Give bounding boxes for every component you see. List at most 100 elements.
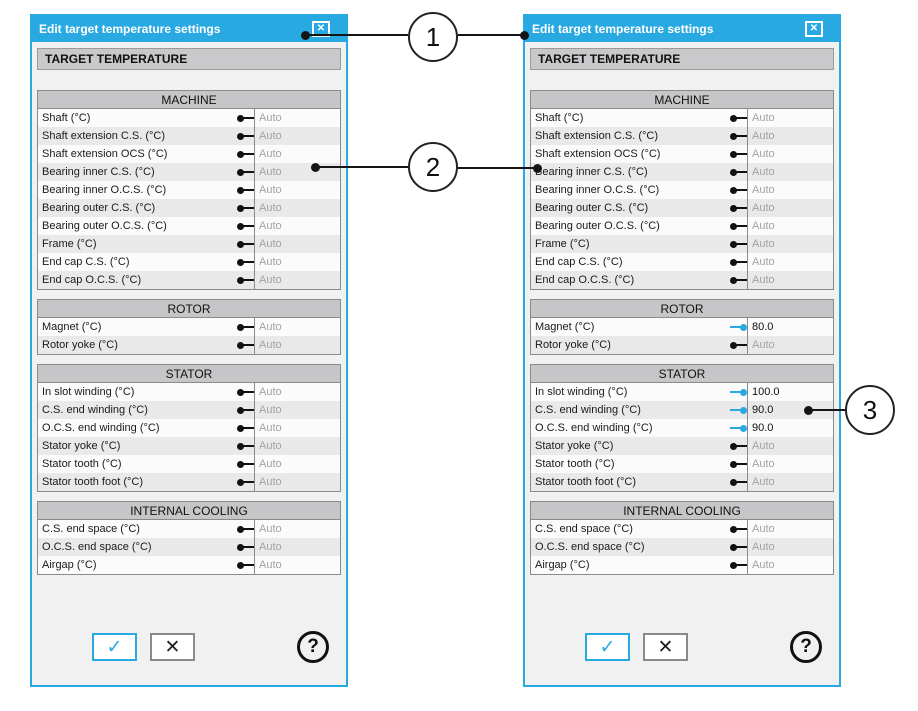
- auto-manual-toggle-icon[interactable]: [237, 276, 254, 285]
- row-label: C.S. end winding (°C): [535, 404, 641, 416]
- auto-manual-toggle-icon[interactable]: [237, 222, 254, 231]
- auto-manual-toggle-icon[interactable]: [730, 323, 747, 332]
- auto-manual-toggle-icon[interactable]: [237, 442, 254, 451]
- row-label: Stator tooth (°C): [535, 458, 615, 470]
- auto-manual-toggle-icon[interactable]: [237, 258, 254, 267]
- auto-manual-toggle-icon[interactable]: [237, 204, 254, 213]
- value-field[interactable]: Auto: [254, 538, 340, 556]
- value-field[interactable]: Auto: [747, 455, 833, 473]
- value-field[interactable]: Auto: [254, 145, 340, 163]
- value-field[interactable]: Auto: [254, 127, 340, 145]
- auto-manual-toggle-icon[interactable]: [730, 204, 747, 213]
- value-field[interactable]: Auto: [254, 253, 340, 271]
- auto-manual-toggle-icon[interactable]: [237, 114, 254, 123]
- value-field[interactable]: Auto: [747, 109, 833, 127]
- table-row: Stator tooth foot (°C) Auto: [531, 473, 833, 491]
- auto-manual-toggle-icon[interactable]: [237, 132, 254, 141]
- value-field[interactable]: Auto: [254, 336, 340, 354]
- auto-manual-toggle-icon[interactable]: [730, 525, 747, 534]
- auto-manual-toggle-icon[interactable]: [730, 276, 747, 285]
- value-field[interactable]: Auto: [747, 556, 833, 574]
- auto-manual-toggle-icon[interactable]: [237, 543, 254, 552]
- value-field[interactable]: Auto: [254, 401, 340, 419]
- value-field[interactable]: Auto: [254, 556, 340, 574]
- value-field[interactable]: Auto: [254, 520, 340, 538]
- auto-manual-toggle-icon[interactable]: [237, 478, 254, 487]
- row-label: End cap O.C.S. (°C): [42, 274, 142, 286]
- auto-manual-toggle-icon[interactable]: [730, 406, 747, 415]
- value-field[interactable]: Auto: [747, 520, 833, 538]
- auto-manual-toggle-icon[interactable]: [237, 406, 254, 415]
- value-field[interactable]: 80.0: [747, 318, 833, 336]
- auto-manual-toggle-icon[interactable]: [730, 478, 747, 487]
- value-field[interactable]: Auto: [254, 235, 340, 253]
- cancel-button[interactable]: ✕: [643, 633, 688, 661]
- value-field[interactable]: 90.0: [747, 419, 833, 437]
- value-field[interactable]: Auto: [254, 217, 340, 235]
- value-field[interactable]: Auto: [747, 163, 833, 181]
- auto-manual-toggle-icon[interactable]: [730, 186, 747, 195]
- value-field[interactable]: Auto: [254, 163, 340, 181]
- value-field[interactable]: 90.0: [747, 401, 833, 419]
- auto-manual-toggle-icon[interactable]: [237, 561, 254, 570]
- auto-manual-toggle-icon[interactable]: [237, 323, 254, 332]
- value-field[interactable]: Auto: [254, 318, 340, 336]
- auto-manual-toggle-icon[interactable]: [730, 168, 747, 177]
- value-field[interactable]: Auto: [747, 538, 833, 556]
- value-field[interactable]: Auto: [747, 271, 833, 289]
- value-field[interactable]: Auto: [747, 253, 833, 271]
- auto-manual-toggle-icon[interactable]: [237, 388, 254, 397]
- auto-manual-toggle-icon[interactable]: [730, 460, 747, 469]
- auto-manual-toggle-icon[interactable]: [237, 525, 254, 534]
- value-field[interactable]: Auto: [254, 473, 340, 491]
- auto-manual-toggle-icon[interactable]: [730, 222, 747, 231]
- auto-manual-toggle-icon[interactable]: [730, 388, 747, 397]
- value-field[interactable]: Auto: [747, 217, 833, 235]
- help-button[interactable]: ?: [790, 631, 822, 663]
- auto-manual-toggle-icon[interactable]: [730, 132, 747, 141]
- ok-button[interactable]: ✓: [585, 633, 630, 661]
- value-field[interactable]: Auto: [254, 199, 340, 217]
- ok-button[interactable]: ✓: [92, 633, 137, 661]
- close-button[interactable]: ✕: [312, 21, 330, 37]
- cancel-button[interactable]: ✕: [150, 633, 195, 661]
- value-field[interactable]: Auto: [254, 419, 340, 437]
- auto-manual-toggle-icon[interactable]: [730, 114, 747, 123]
- value-field[interactable]: Auto: [254, 181, 340, 199]
- auto-manual-toggle-icon[interactable]: [730, 561, 747, 570]
- auto-manual-toggle-icon[interactable]: [730, 543, 747, 552]
- value-field[interactable]: Auto: [747, 181, 833, 199]
- value-field[interactable]: Auto: [747, 437, 833, 455]
- auto-manual-toggle-icon[interactable]: [237, 460, 254, 469]
- auto-manual-toggle-icon[interactable]: [730, 258, 747, 267]
- auto-manual-toggle-icon[interactable]: [237, 341, 254, 350]
- row-label: C.S. end space (°C): [42, 523, 140, 535]
- row-label: End cap C.S. (°C): [42, 256, 130, 268]
- auto-manual-toggle-icon[interactable]: [237, 168, 254, 177]
- value-field[interactable]: Auto: [747, 336, 833, 354]
- value-field[interactable]: Auto: [254, 271, 340, 289]
- value-field[interactable]: Auto: [747, 235, 833, 253]
- close-button[interactable]: ✕: [805, 21, 823, 37]
- auto-manual-toggle-icon[interactable]: [237, 150, 254, 159]
- table-row: Shaft (°C) Auto: [38, 109, 340, 127]
- value-field[interactable]: Auto: [747, 145, 833, 163]
- help-button[interactable]: ?: [297, 631, 329, 663]
- value-field[interactable]: Auto: [747, 473, 833, 491]
- auto-manual-toggle-icon[interactable]: [730, 442, 747, 451]
- value-field[interactable]: Auto: [254, 437, 340, 455]
- auto-manual-toggle-icon[interactable]: [237, 424, 254, 433]
- auto-manual-toggle-icon[interactable]: [730, 424, 747, 433]
- value-field[interactable]: 100.0: [747, 383, 833, 401]
- auto-manual-toggle-icon[interactable]: [237, 186, 254, 195]
- value-field[interactable]: Auto: [747, 199, 833, 217]
- section-machine: MACHINE Shaft (°C) Auto Shaft extension C.S…: [37, 90, 341, 290]
- value-field[interactable]: Auto: [254, 455, 340, 473]
- auto-manual-toggle-icon[interactable]: [730, 150, 747, 159]
- auto-manual-toggle-icon[interactable]: [237, 240, 254, 249]
- auto-manual-toggle-icon[interactable]: [730, 240, 747, 249]
- value-field[interactable]: Auto: [747, 127, 833, 145]
- value-field[interactable]: Auto: [254, 383, 340, 401]
- auto-manual-toggle-icon[interactable]: [730, 341, 747, 350]
- value-field[interactable]: Auto: [254, 109, 340, 127]
